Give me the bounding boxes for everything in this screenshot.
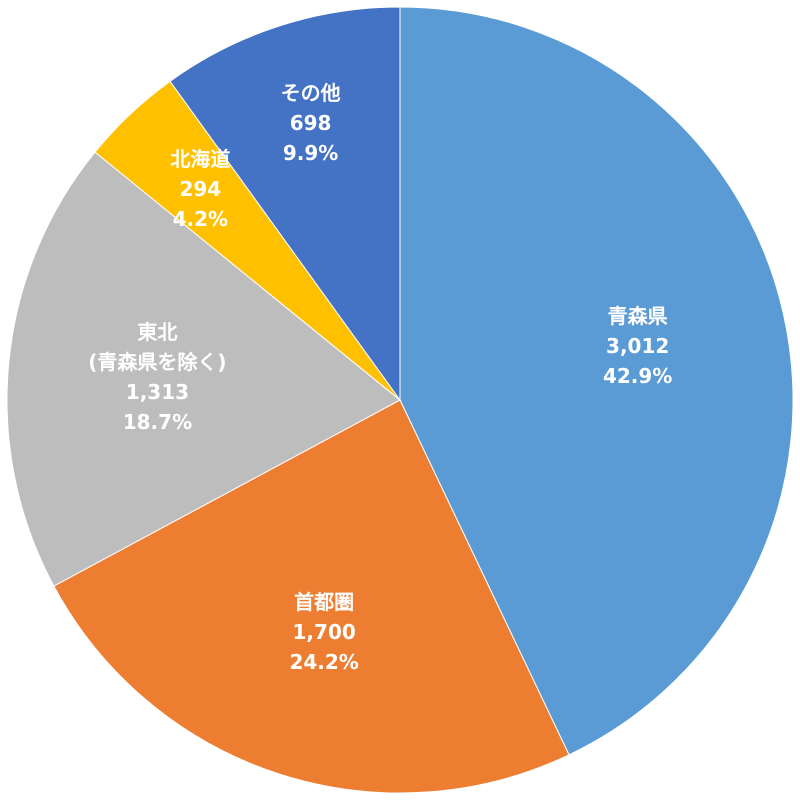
value-label: 3,012 [606, 334, 670, 359]
value-label: 1,700 [292, 619, 356, 644]
value-label: 1,313 [125, 379, 190, 404]
slice-label: 青森県 3,012 42.9% [603, 301, 672, 391]
slice-label: その他 698 9.9% [281, 78, 341, 168]
percent-label: 18.7% [122, 409, 193, 434]
slice-label: 首都圏 1,700 24.2% [289, 587, 358, 677]
category-label: その他 [280, 81, 341, 106]
category-label: 東北 (青森県を除く) [88, 319, 227, 374]
pie-slice [399, 6, 794, 756]
pie-slice [53, 399, 570, 794]
value-label: 698 [289, 111, 332, 136]
category-label: 首都圏 [294, 589, 355, 614]
percent-label: 42.9% [602, 364, 673, 389]
pie-slice [6, 151, 401, 587]
pie-slice [169, 6, 401, 402]
slice-label: 東北 (青森県を除く) 1,313 18.7% [88, 317, 226, 437]
slice-label: 北海道 294 4.2% [170, 144, 230, 234]
percent-label: 24.2% [289, 649, 359, 674]
category-label: 青森県 [607, 304, 668, 329]
percent-label: 4.2% [172, 206, 229, 231]
category-label: 北海道 [170, 146, 231, 171]
percent-label: 9.9% [282, 141, 339, 166]
value-label: 294 [179, 176, 222, 201]
